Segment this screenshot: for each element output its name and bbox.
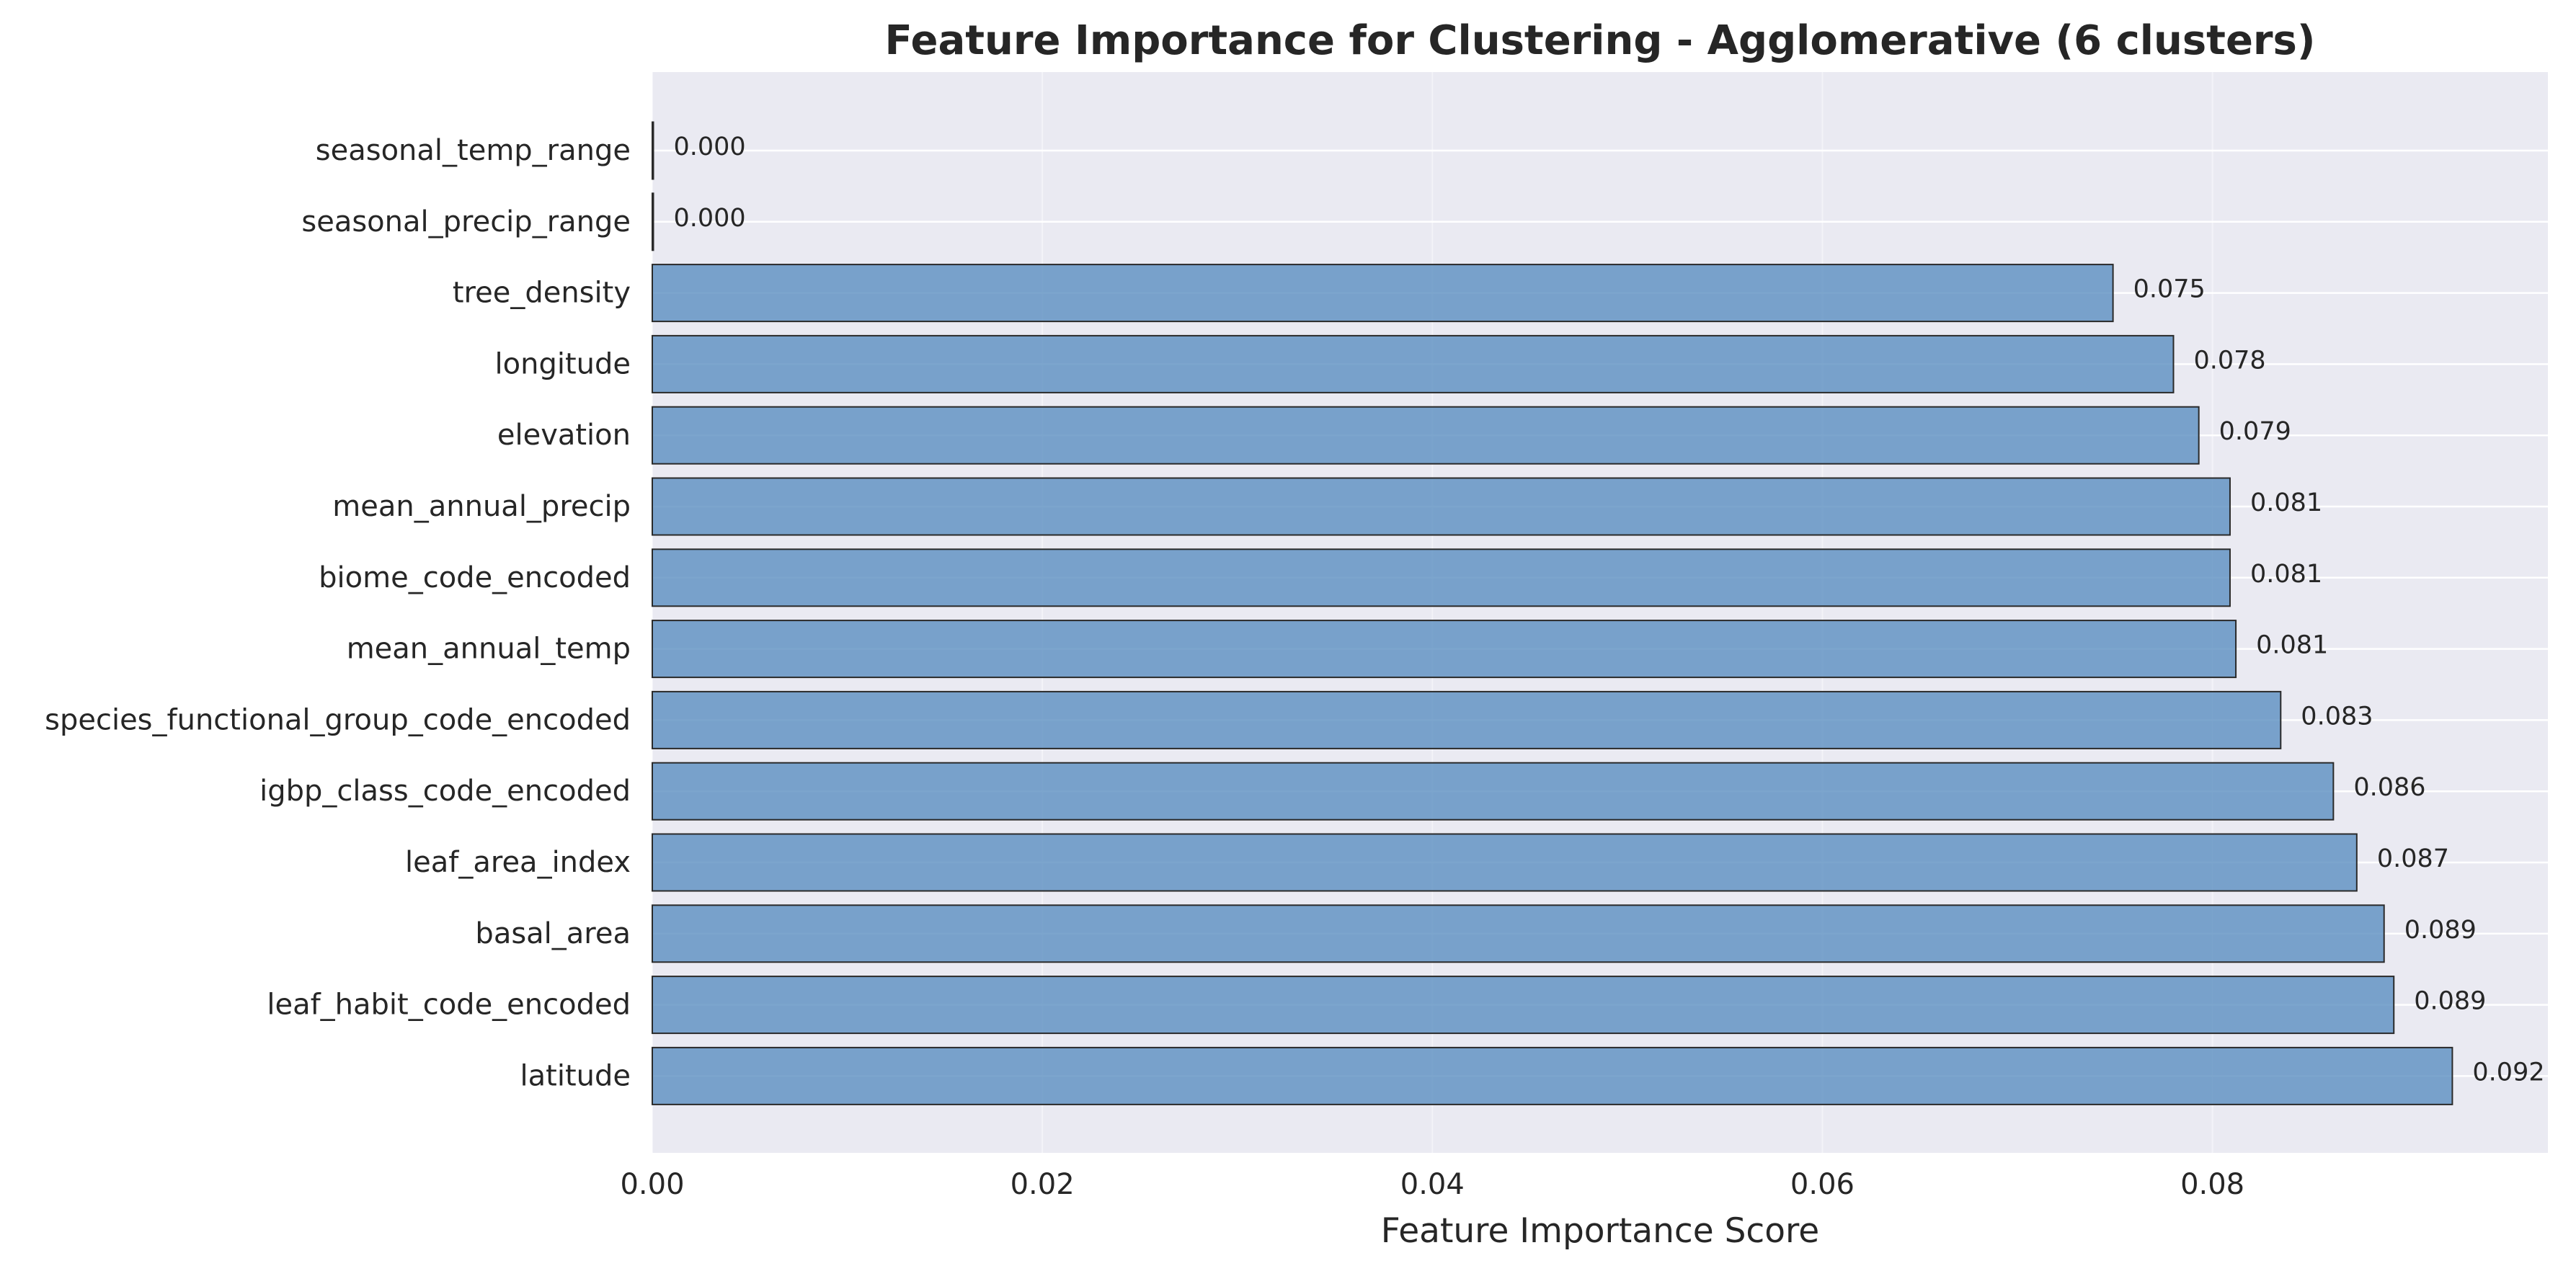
x-axis-label: Feature Importance Score [1381, 1211, 1819, 1251]
bar [652, 264, 2114, 323]
x-grid [652, 72, 2213, 1153]
y-tick-label: biome_code_encoded [319, 561, 631, 594]
y-tick-label: mean_annual_temp [347, 633, 631, 666]
x-tick-labels: 0.00 0.02 0.04 0.06 0.08 [620, 1168, 2244, 1201]
bar [652, 406, 2200, 465]
bar-value-label: 0.087 [2377, 844, 2449, 873]
bar-value-label: 0.000 [674, 204, 746, 233]
bar [652, 548, 2231, 607]
x-tick-label: 0.04 [1400, 1168, 1465, 1201]
bar-value-label: 0.078 [2193, 346, 2265, 375]
y-tick-label: leaf_area_index [405, 846, 631, 879]
bar [652, 904, 2385, 963]
bar-value-label: 0.081 [2250, 489, 2322, 517]
bar-value-label: 0.075 [2133, 275, 2206, 304]
y-tick-label: mean_annual_precip [332, 490, 631, 523]
x-tick-label: 0.02 [1011, 1168, 1075, 1201]
y-tick-label: igbp_class_code_encoded [259, 775, 631, 808]
bar-value-label: 0.083 [2301, 702, 2373, 731]
bar [652, 121, 654, 180]
y-tick-label: tree_density [453, 277, 631, 310]
y-tick-label: elevation [497, 419, 631, 452]
x-tick-label: 0.00 [620, 1168, 684, 1201]
x-tick-label: 0.06 [1790, 1168, 1855, 1201]
bar [652, 762, 2335, 821]
bar-value-label: 0.079 [2219, 417, 2291, 446]
bars: 0.000 0.000 0.075 0.078 0.079 0.081 0.081 0.081… [652, 121, 2545, 1105]
bar [652, 477, 2231, 536]
bar [652, 334, 2175, 393]
y-tick-label: basal_area [475, 917, 631, 950]
y-tick-labels: seasonal_temp_range seasonal_precip_range… [45, 134, 631, 1092]
bar-value-label: 0.089 [2414, 987, 2486, 1016]
y-tick-label: species_functional_group_code_encoded [45, 703, 631, 736]
x-tick-label: 0.08 [2180, 1168, 2244, 1201]
y-tick-label: seasonal_temp_range [316, 134, 631, 167]
bar-value-label: 0.089 [2404, 916, 2477, 945]
plot-background [652, 72, 2548, 1153]
bar-value-label: 0.081 [2256, 631, 2328, 660]
y-tick-label: leaf_habit_code_encoded [267, 989, 631, 1022]
y-tick-label: seasonal_precip_range [301, 205, 631, 238]
y-tick-label: longitude [495, 347, 631, 380]
y-tick-label: latitude [520, 1059, 631, 1092]
bar-value-label: 0.086 [2353, 773, 2425, 802]
chart-title: Feature Importance for Clustering - Aggl… [885, 17, 2316, 64]
bar [652, 1046, 2453, 1105]
bar-value-label: 0.092 [2472, 1058, 2544, 1087]
bar [652, 833, 2358, 892]
bar-value-label: 0.081 [2250, 560, 2322, 589]
bar [652, 620, 2237, 679]
bar-value-label: 0.000 [674, 133, 746, 161]
bar [652, 690, 2282, 749]
bar [652, 192, 654, 251]
bar [652, 976, 2395, 1035]
